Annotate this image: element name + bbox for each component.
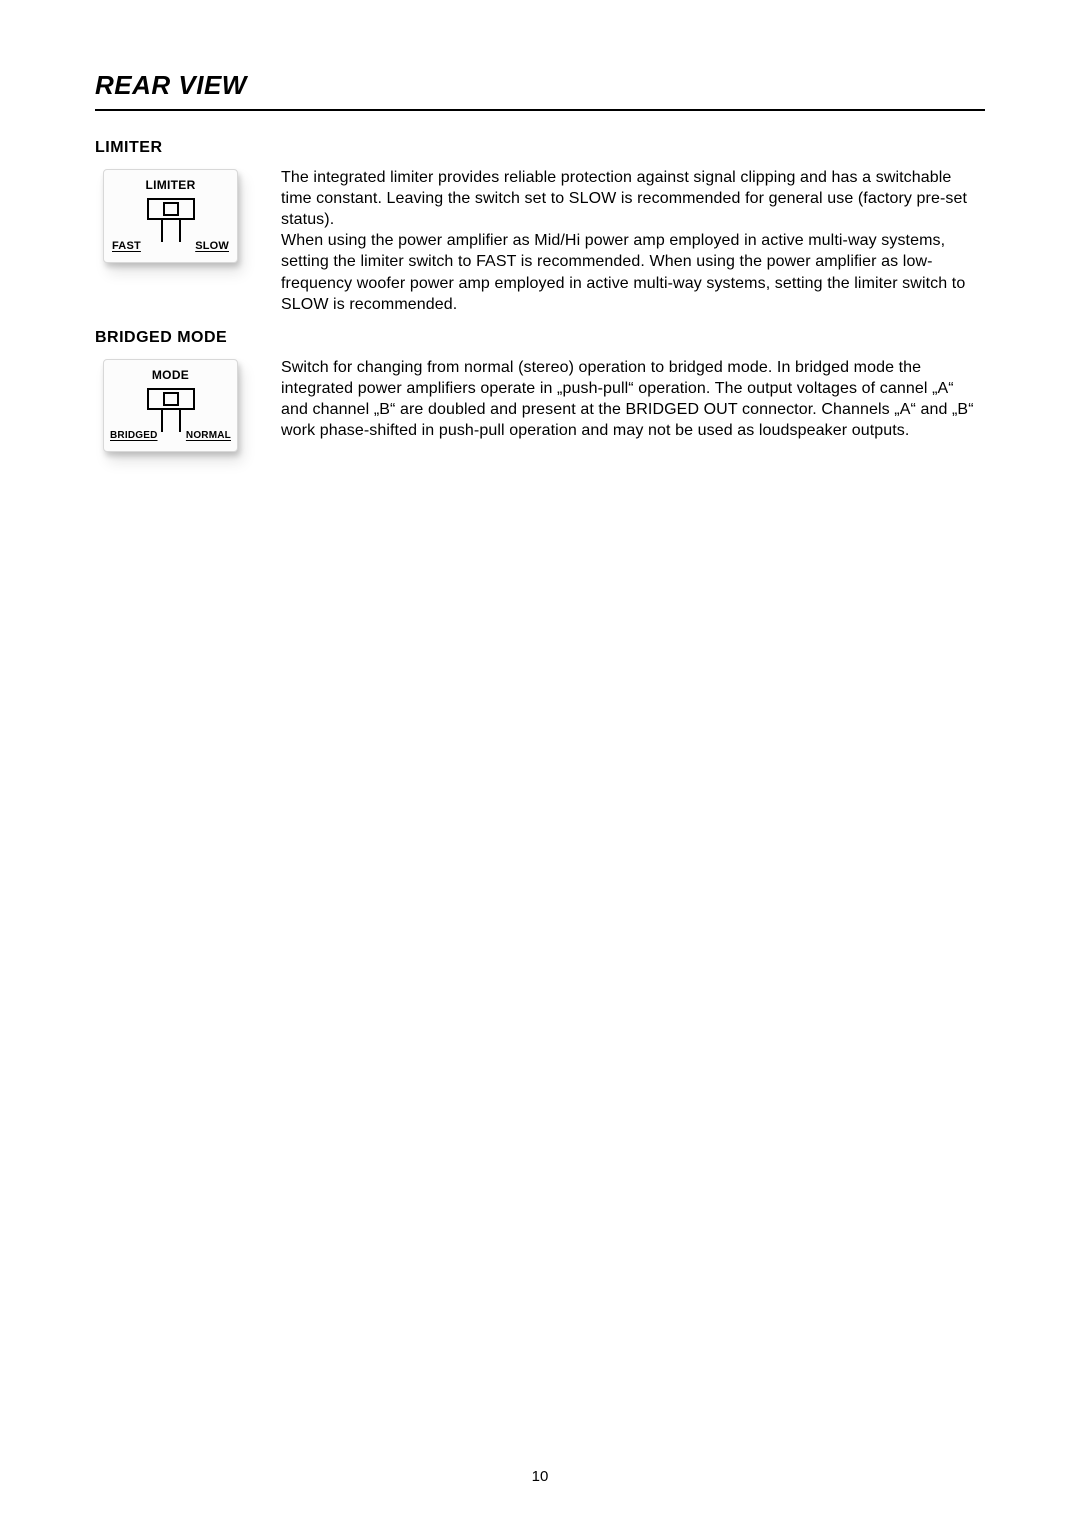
limiter-body-text: The integrated limiter provides reliable… bbox=[281, 167, 985, 315]
limiter-stem-right bbox=[179, 220, 181, 242]
bridged-stem-right bbox=[179, 410, 181, 432]
limiter-left-column: LIMITER LIMITER FAST SLOW bbox=[95, 139, 275, 263]
limiter-switch-toggle bbox=[163, 202, 179, 216]
limiter-switch-frame bbox=[147, 198, 195, 220]
bridged-spacer bbox=[281, 329, 985, 357]
bridged-switch-frame bbox=[147, 388, 195, 410]
bridged-body-text: Switch for changing from normal (stereo)… bbox=[281, 357, 985, 441]
limiter-label-slow: SLOW bbox=[195, 240, 229, 252]
limiter-stem-left bbox=[161, 220, 163, 242]
bridged-switch-stems bbox=[147, 410, 195, 430]
bridged-left-column: BRIDGED MODE MODE BRIDGED NORMAL bbox=[95, 329, 275, 452]
limiter-switch-diagram: LIMITER FAST SLOW bbox=[103, 169, 238, 263]
title-divider bbox=[95, 109, 985, 111]
bridged-switch-labels: BRIDGED NORMAL bbox=[110, 430, 231, 441]
bridged-heading: BRIDGED MODE bbox=[95, 329, 275, 347]
limiter-switch-title: LIMITER bbox=[110, 178, 231, 192]
section-limiter: LIMITER LIMITER FAST SLOW The integrated… bbox=[95, 139, 985, 315]
limiter-switch-labels: FAST SLOW bbox=[110, 240, 231, 252]
bridged-switch-title: MODE bbox=[110, 368, 231, 382]
limiter-heading: LIMITER bbox=[95, 139, 275, 157]
limiter-spacer bbox=[281, 139, 985, 167]
page-number: 10 bbox=[0, 1468, 1080, 1485]
limiter-right-column: The integrated limiter provides reliable… bbox=[275, 139, 985, 315]
page-title: REAR VIEW bbox=[95, 70, 985, 101]
bridged-right-column: Switch for changing from normal (stereo)… bbox=[275, 329, 985, 441]
bridged-label-bridged: BRIDGED bbox=[110, 430, 158, 441]
bridged-switch-toggle bbox=[163, 392, 179, 406]
bridged-switch-diagram: MODE BRIDGED NORMAL bbox=[103, 359, 238, 452]
bridged-label-normal: NORMAL bbox=[186, 430, 231, 441]
bridged-stem-left bbox=[161, 410, 163, 432]
limiter-switch-stems bbox=[147, 220, 195, 240]
section-bridged: BRIDGED MODE MODE BRIDGED NORMAL Switch … bbox=[95, 329, 985, 452]
limiter-label-fast: FAST bbox=[112, 240, 141, 252]
